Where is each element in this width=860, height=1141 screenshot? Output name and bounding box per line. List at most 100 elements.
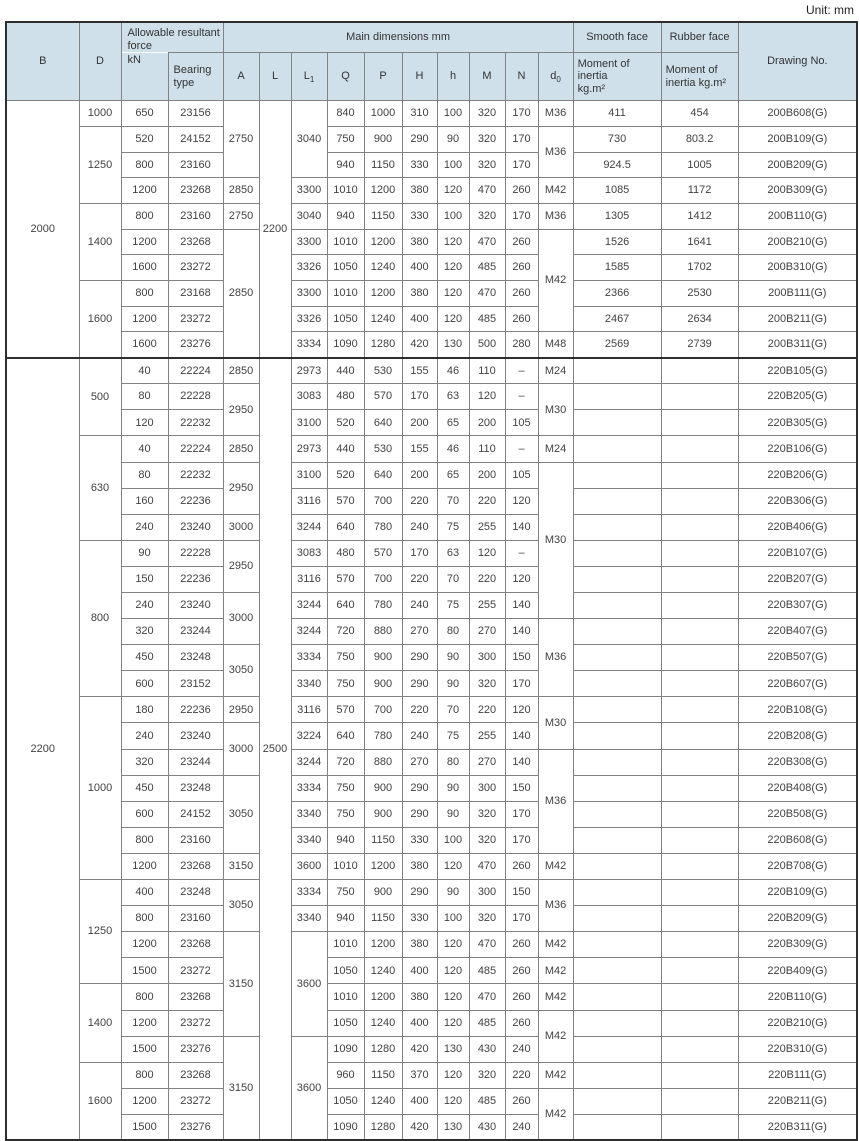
cell-l1: 3040 bbox=[290, 100, 328, 179]
cell-m: 485 bbox=[468, 254, 506, 282]
cell-d0: M36 bbox=[537, 203, 574, 230]
cell-smooth-inertia bbox=[572, 539, 662, 567]
cell-m: 200 bbox=[468, 461, 506, 489]
cell-bearing-type: 23248 bbox=[167, 879, 224, 907]
table-row: 1200 23272 1050 1240 400 120 485 260 M42 220B211(… bbox=[6, 1087, 858, 1141]
cell-rubber-inertia bbox=[660, 957, 739, 985]
cell-l1: 3334 bbox=[290, 774, 328, 802]
cell-bearing-type: 22228 bbox=[167, 383, 224, 411]
cell-p: 1150 bbox=[363, 905, 403, 933]
cell-kn: 600 bbox=[120, 800, 169, 828]
cell-l1: 3326 bbox=[290, 254, 328, 282]
cell-kn: 1200 bbox=[120, 1009, 169, 1037]
cell-p: 900 bbox=[363, 644, 403, 672]
cell-m: 485 bbox=[468, 1087, 506, 1115]
cell-l1: 3083 bbox=[290, 539, 328, 567]
table-row: 1000 180 22236 2950 3116 570 700 220 70 220 120 M30… bbox=[6, 696, 858, 881]
table-row: 600 24152 3340 750 900 290 90 320 170 220B508(G) bbox=[6, 800, 858, 828]
cell-d: 800 bbox=[78, 539, 122, 698]
cell-q: 940 bbox=[326, 151, 365, 179]
col-header-b: B bbox=[5, 21, 80, 102]
cell-q: 640 bbox=[326, 722, 365, 750]
cell-m: 320 bbox=[468, 826, 506, 854]
cell-bearing-type: 22236 bbox=[167, 487, 224, 515]
col-header-d: D bbox=[78, 21, 122, 102]
cell-smooth-inertia bbox=[572, 618, 662, 646]
cell-rubber-inertia bbox=[660, 696, 739, 724]
cell-a: 2850 bbox=[222, 356, 260, 385]
cell-smooth-inertia bbox=[572, 1009, 662, 1037]
cell-l1: 3116 bbox=[290, 696, 328, 724]
cell-h: 270 bbox=[401, 748, 438, 776]
cell-n: 120 bbox=[504, 487, 539, 515]
cell-kn: 1200 bbox=[120, 852, 169, 881]
header-row-1: B D Allowable resultant force Main dimen… bbox=[5, 21, 858, 102]
cell-n: 105 bbox=[504, 409, 539, 437]
table-row: 80 22228 2950 3083 480 570 170 63 120– M30 220B205… bbox=[6, 383, 858, 437]
cell-m: 300 bbox=[468, 774, 506, 802]
unit-label: Unit: mm bbox=[806, 3, 854, 17]
cell-d: 1400 bbox=[78, 983, 122, 1063]
cell-n: 260 bbox=[504, 957, 539, 985]
cell-smooth-inertia bbox=[572, 800, 662, 828]
cell-rubber-inertia: 1412 bbox=[660, 203, 739, 230]
cell-q: 1050 bbox=[326, 305, 365, 333]
cell-h-small: 120 bbox=[436, 931, 470, 959]
table-row: 1400 800 23160 2750 3040 940 1150 330 100 320 170 M… bbox=[6, 203, 858, 282]
cell-q: 940 bbox=[326, 826, 365, 854]
cell-p: 1280 bbox=[363, 1035, 403, 1063]
cell-l1: 3334 bbox=[290, 331, 328, 359]
cell-h: 400 bbox=[401, 1009, 438, 1037]
dim-letter-subscript: 0 bbox=[556, 75, 561, 85]
cell-a: 2750 bbox=[222, 100, 260, 179]
cell-h: 200 bbox=[401, 461, 438, 489]
cell-h-small: 65 bbox=[436, 409, 470, 437]
cell-l1: 3340 bbox=[290, 800, 328, 828]
cell-a: 3050 bbox=[222, 644, 260, 698]
cell-p: 900 bbox=[363, 125, 403, 153]
cell-kn: 800 bbox=[120, 905, 169, 933]
cell-rubber-inertia bbox=[660, 644, 739, 672]
cell-h-small: 75 bbox=[436, 722, 470, 750]
cell-p: 1150 bbox=[363, 203, 403, 230]
cell-rubber-inertia: 1702 bbox=[660, 254, 739, 282]
cell-drawing-no: 200B311(G) bbox=[737, 331, 858, 359]
dim-letter-subscript: 1 bbox=[309, 75, 315, 85]
cell-rubber-inertia: 803.2 bbox=[660, 125, 739, 153]
cell-rubber-inertia: 1005 bbox=[660, 151, 739, 179]
cell-p: 1240 bbox=[363, 957, 403, 985]
cell-l1: 3600 bbox=[290, 931, 328, 1037]
cell-rubber-inertia: 2739 bbox=[660, 331, 739, 359]
cell-kn: 1500 bbox=[120, 957, 169, 985]
cell-h-small: 130 bbox=[436, 1035, 470, 1063]
cell-drawing-no: 220B207(G) bbox=[737, 565, 858, 594]
table-row: 1200 23272 1050 1240 400 120 485 260 M42 220B210(… bbox=[6, 1009, 858, 1063]
table-row: 2000 1000 650 23156 2750 2200 3040 840 1000 310 10… bbox=[5, 100, 858, 359]
cell-bearing-type: 23168 bbox=[167, 280, 224, 307]
cell-l1: 3340 bbox=[290, 826, 328, 854]
cell-h: 380 bbox=[401, 228, 438, 256]
dim-letter: M bbox=[482, 70, 492, 83]
cell-q: 1010 bbox=[326, 177, 365, 205]
cell-l1: 3100 bbox=[290, 461, 328, 489]
cell-bearing-type: 23276 bbox=[167, 331, 224, 359]
cell-m: 430 bbox=[468, 1113, 506, 1141]
cell-kn: 600 bbox=[120, 670, 169, 698]
cell-d0: M42 bbox=[537, 957, 574, 985]
cell-drawing-no: 220B507(G) bbox=[737, 644, 858, 672]
cell-a: 3050 bbox=[222, 879, 260, 933]
table-row: 2200 500 40 22224 2850 2500 2973 440 530 155 46 110… bbox=[5, 356, 858, 1141]
cell-rubber-inertia bbox=[660, 591, 739, 620]
cell-l1: 3600 bbox=[290, 852, 328, 881]
cell-p: 1280 bbox=[363, 1113, 403, 1141]
cell-p: 1150 bbox=[363, 151, 403, 179]
cell-q: 520 bbox=[326, 461, 365, 489]
cell-l1: 3334 bbox=[290, 879, 328, 907]
cell-h-small: 65 bbox=[436, 461, 470, 489]
cell-drawing-no: 200B309(G) bbox=[737, 177, 858, 205]
cell-h-small: 75 bbox=[436, 591, 470, 620]
cell-h: 220 bbox=[401, 696, 438, 724]
cell-d: 1000 bbox=[78, 696, 122, 881]
cell-p: 1200 bbox=[363, 280, 403, 307]
